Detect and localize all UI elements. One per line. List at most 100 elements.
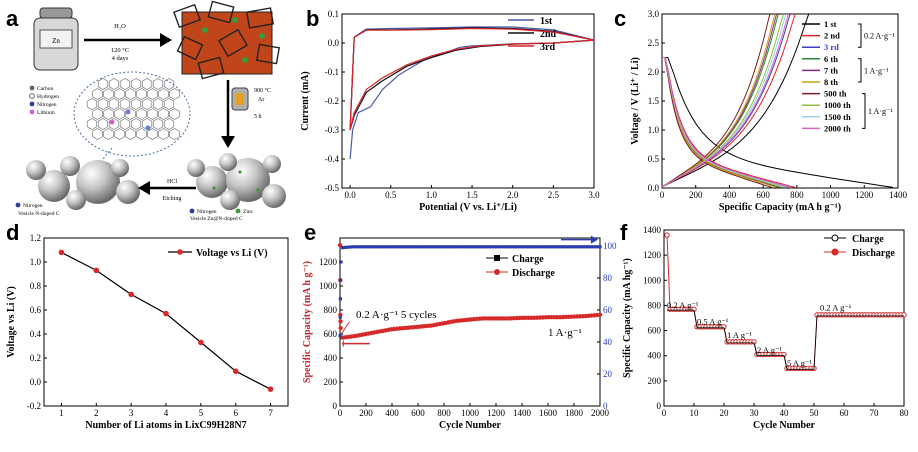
y-axis-label: Current (mA) [300,71,311,131]
efficiency-point [426,245,430,249]
efficiency-point [438,245,442,249]
y-axis-label: Voltage vs Li (V) [6,286,17,358]
hex-cell [114,108,125,120]
hex-cell [125,88,136,100]
x-tick-label: 1000 [461,408,480,418]
annotation-low-rate: 0.2 A·g⁻¹ 5 cycles [356,309,437,321]
y-tick-label: 1.0 [648,125,660,135]
hex-cell [103,108,114,120]
voltage-chart: 1 2 3 4 5 6 7 1.2 1.0 0.8 0.6 0.4 0.2 0.0 -0.2 Number o… [6,233,289,431]
y-tick-label: 0.2 [30,353,41,363]
efficiency-point [449,245,453,249]
x-tick-label: 400 [385,408,399,418]
efficiency-point [586,245,591,249]
efficiency-point [529,245,533,249]
legend-group-label: 1 A·g⁻¹ [868,107,893,116]
hex-cell [141,98,153,110]
hex-cell [147,108,158,120]
efficiency-point [561,245,565,249]
charge-curve [661,13,778,188]
panel-a-label: a [6,6,19,31]
efficiency-point [338,315,342,319]
y-axis-label: Specific Capacity (mA h g⁻¹) [302,261,313,383]
hex-cell [130,98,142,110]
efficiency-point [418,245,422,249]
panel-d: d 1 2 3 4 5 6 7 1.2 1.0 0.8 0.6 0.4 0.2 0.0 -0.2 Number… [0,222,300,447]
efficiency-point [566,245,571,249]
mof-crystal-icon [173,0,281,80]
y-axis-label: Specific Capacity (mA hg⁻¹) [622,258,633,378]
x-tick-label: 400 [723,190,737,200]
hex-cell [169,108,180,120]
step2-l3: 5 h [254,114,262,120]
efficiency-point [366,245,370,249]
x-tick-label: 3 [129,408,134,418]
hex-cell [103,128,114,140]
efficiency-point [386,245,390,249]
y-tick-label: 800 [324,305,338,315]
precursor-bottle-icon: Zn [33,7,79,71]
efficiency-point [575,245,579,249]
efficiency-point [432,245,436,249]
panel-e-label: e [304,220,317,245]
hex-cell [158,128,169,140]
efficiency-point [403,245,408,249]
efficiency-point [352,245,356,249]
vesicle-n-doped-c-icon [26,156,140,210]
hex-cell [86,98,98,110]
cycling-chart: 0 200 400 600 800 1000 1200 1400 1600 1800 2000020… [302,235,632,431]
efficiency-point [458,245,462,249]
efficiency-point [338,278,343,282]
cv-series-3rd [349,27,595,131]
panel-d-label: d [6,220,20,245]
legend-label: Charge [512,254,544,265]
x-tick-label: 1200 [855,190,874,200]
efficiency-point [524,245,528,249]
y-tick-label: 1200 [643,250,662,260]
legend-lithium: Lithium [37,110,55,116]
x-axis-label: Specific Capacity (mA h g⁻¹) [719,202,841,213]
hex-cell [108,118,120,130]
discharge-curve [662,57,772,188]
hex-cell [97,78,109,90]
voltage-point [58,249,65,256]
efficiency-point [538,245,542,249]
left-caption-dot: Nitrogen [23,203,43,209]
panel-c-label: c [614,6,627,31]
synthesis-schematic: Zn H₂O 120 °C 4 days 900 [15,0,286,222]
x-tick-label: 30 [750,408,760,418]
y-tick-label: 1.2 [30,233,41,243]
y-tick-label: -0.4 [325,154,340,164]
x-tick-label: 1 [59,408,64,418]
efficiency-point [435,245,439,249]
discharge-point [338,325,343,331]
x-tick-label: 2.0 [507,190,519,200]
legend-label: Discharge [512,268,555,279]
rate-label: 1 A g⁻¹ [727,330,752,340]
doped-graphene-inset [73,71,191,157]
cv-chart: 0.0 0.5 1.0 1.5 2.0 2.5 3.0 0.1 0.0 -0.1 -0.2 -0.3 -… [300,9,600,213]
legend-label: 2 nd [824,31,840,41]
legend-marker [494,269,500,275]
y2-tick-label: 0 [603,401,608,411]
x-tick-label: 800 [437,408,451,418]
y-tick-label: 1.0 [30,257,42,267]
right-caption-dot2: Zinc [243,209,254,215]
y-tick-label: 1000 [643,275,662,285]
efficiency-point [383,245,388,249]
voltage-point [163,310,169,317]
hex-cell [119,78,131,90]
y-tick-label: -0.1 [325,67,339,77]
efficiency-point [375,245,379,249]
hex-cell [152,78,164,90]
hex-cell [97,98,109,110]
rate-chart: 0 10 20 30 40 50 60 70 8002004006008001000120014… [622,225,909,431]
legend-bracket [858,23,862,48]
efficiency-point [549,245,553,249]
y-tick-label: 0.6 [30,305,42,315]
legend-label: 1000 th [824,100,851,110]
plot-frame [341,13,595,189]
x-tick-label: 3.0 [588,190,600,200]
efficiency-point [504,245,508,249]
efficiency-point [401,245,405,249]
